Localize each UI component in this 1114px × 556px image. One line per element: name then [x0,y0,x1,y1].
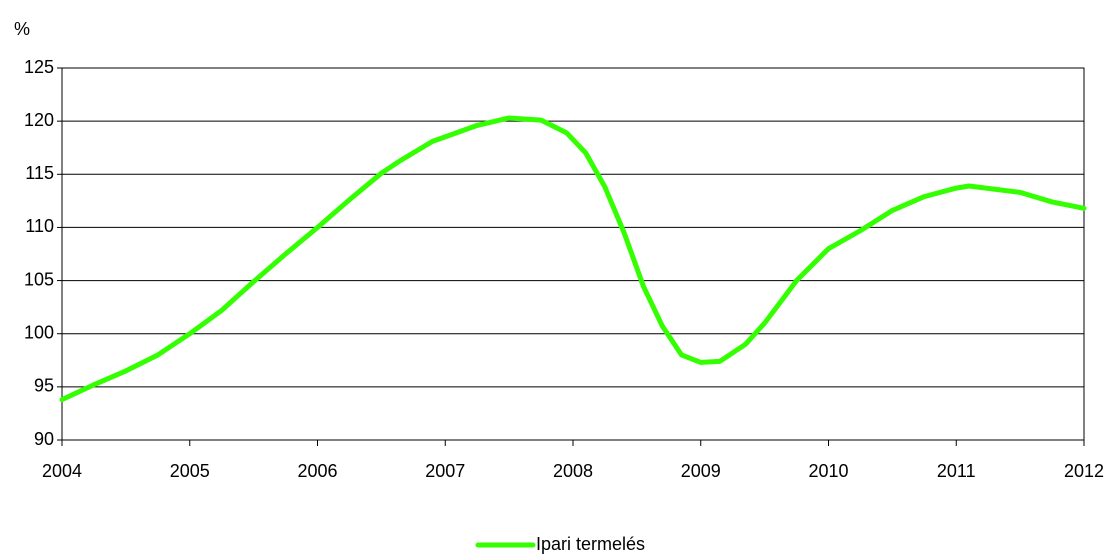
y-tick-label: 100 [24,322,54,342]
plot-frame [61,67,1085,441]
x-tick-label: 2010 [808,461,848,481]
x-tick-label: 2011 [937,461,976,481]
x-tick-label: 2012 [1064,461,1104,481]
y-tick-label: 110 [25,216,54,236]
y-tick-label: 90 [34,429,54,449]
x-tick-label: 2009 [681,461,721,481]
y-tick-label: 115 [25,163,54,183]
y-tick-label: 120 [24,110,54,130]
y-tick-label: 125 [24,57,54,77]
x-tick-label: 2006 [297,461,337,481]
x-tick-label: 2008 [553,461,593,481]
x-tick-label: 2005 [170,461,210,481]
y-axis-label: % [14,19,30,39]
legend-label: Ipari termelés [536,534,645,554]
y-tick-label: 105 [24,269,54,289]
x-tick-label: 2004 [42,461,82,481]
x-tick-label: 2007 [425,461,465,481]
y-tick-label: 95 [34,376,54,396]
data-line [59,115,1087,403]
